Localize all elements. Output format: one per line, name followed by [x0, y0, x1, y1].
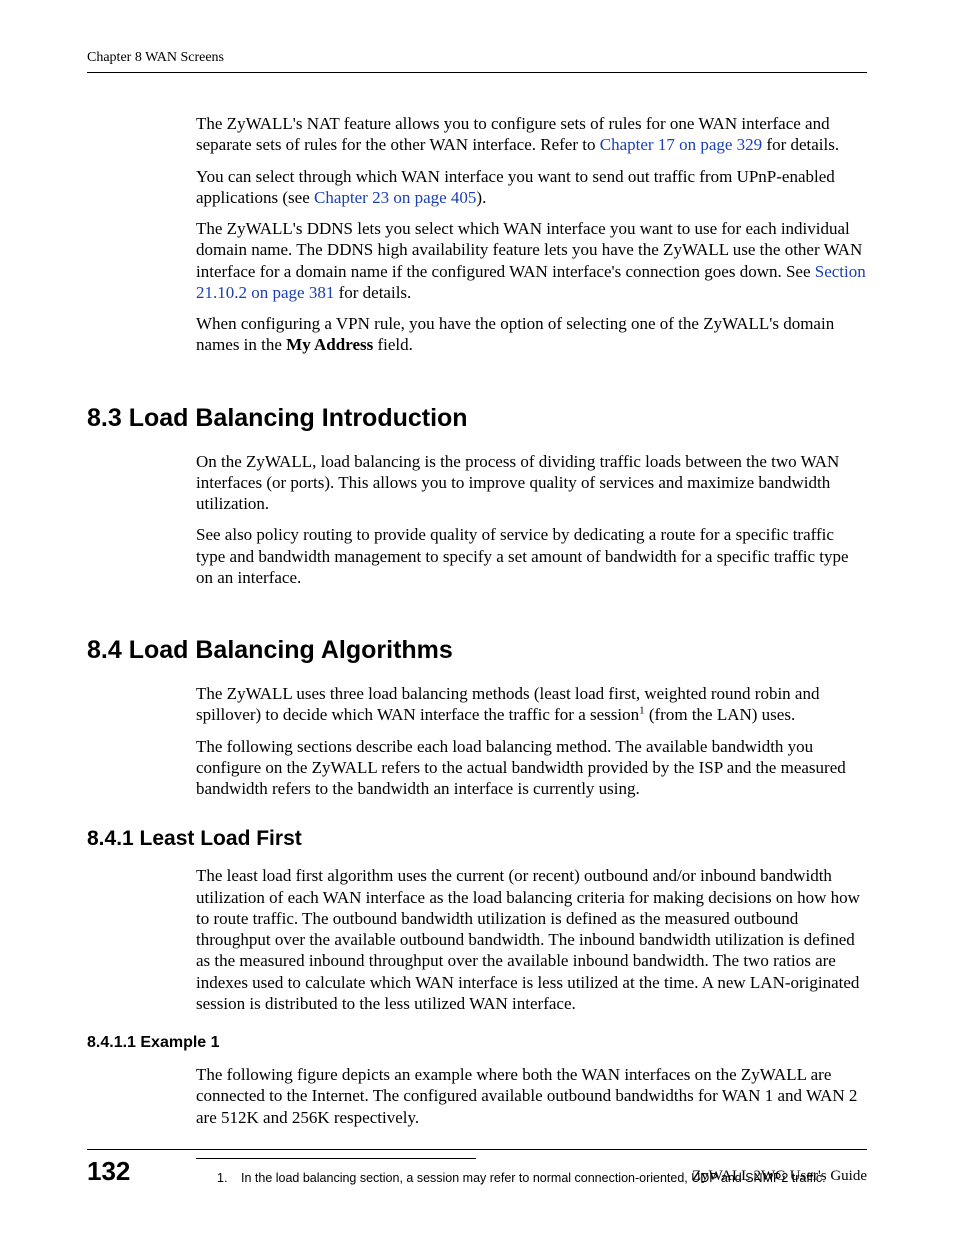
text: You can select through which WAN interfa…: [196, 167, 835, 207]
heading-8-4: 8.4 Load Balancing Algorithms: [87, 636, 867, 665]
text: ).: [476, 188, 486, 207]
text: The ZyWALL's DDNS lets you select which …: [196, 219, 862, 281]
page-header: Chapter 8 WAN Screens: [87, 50, 867, 73]
link-chapter-23[interactable]: Chapter 23 on page 405: [314, 188, 476, 207]
heading-8-4-1: 8.4.1 Least Load First: [87, 827, 867, 851]
heading-8-3: 8.3 Load Balancing Introduction: [87, 404, 867, 433]
paragraph-8-4-1-body: The least load first algorithm uses the …: [87, 865, 867, 1014]
paragraph-vpn: When configuring a VPN rule, you have th…: [87, 313, 867, 356]
paragraph-8-4-2: The following sections describe each loa…: [87, 736, 867, 800]
paragraph-nat: The ZyWALL's NAT feature allows you to c…: [87, 113, 867, 156]
heading-8-4-1-1: 8.4.1.1 Example 1: [87, 1034, 867, 1052]
chapter-label: Chapter 8 WAN Screens: [87, 50, 224, 65]
document-page: Chapter 8 WAN Screens The ZyWALL's NAT f…: [0, 0, 954, 1235]
bold-my-address: My Address: [286, 335, 373, 354]
paragraph-8-3-2: See also policy routing to provide quali…: [87, 524, 867, 588]
paragraph-upnp: You can select through which WAN interfa…: [87, 166, 867, 209]
text: field.: [373, 335, 413, 354]
text: for details.: [334, 283, 411, 302]
text: (from the LAN) uses.: [645, 705, 796, 724]
guide-title: ZyWALL 2WG User's Guide: [692, 1168, 867, 1185]
page-footer: 132 ZyWALL 2WG User's Guide: [87, 1149, 867, 1187]
paragraph-8-3-1: On the ZyWALL, load balancing is the pro…: [87, 451, 867, 515]
paragraph-8-4-1-1-body: The following figure depicts an example …: [87, 1064, 867, 1128]
text: for details.: [762, 135, 839, 154]
paragraph-8-4-1: The ZyWALL uses three load balancing met…: [87, 683, 867, 726]
page-number: 132: [87, 1156, 130, 1187]
link-chapter-17[interactable]: Chapter 17 on page 329: [600, 135, 762, 154]
paragraph-ddns: The ZyWALL's DDNS lets you select which …: [87, 218, 867, 303]
